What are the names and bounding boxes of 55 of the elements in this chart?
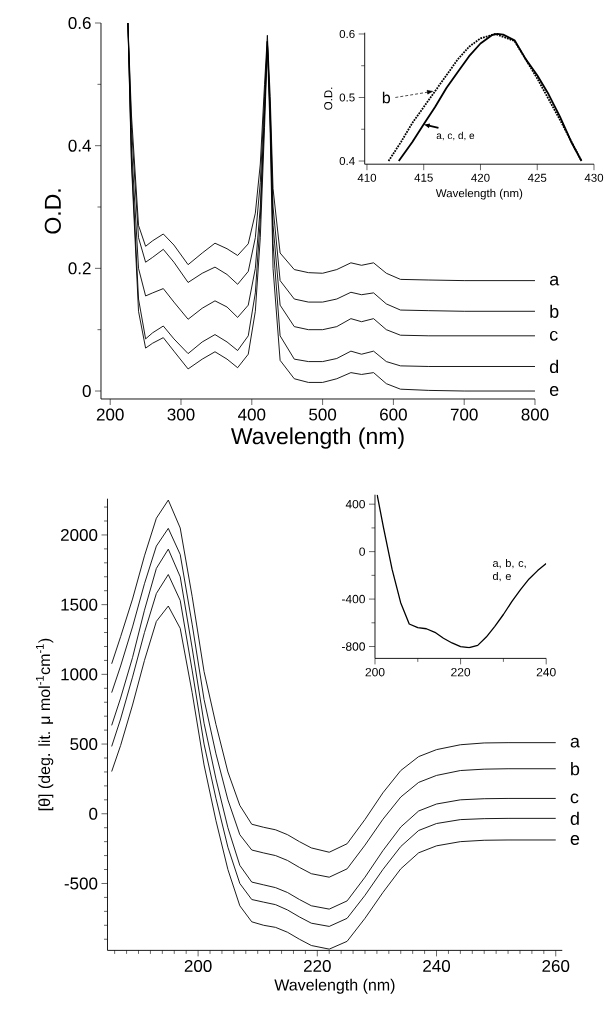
x-tick-label: 200 (365, 667, 385, 677)
x-tick-label: 800 (521, 408, 549, 421)
y-axis-title: O.D. (324, 87, 333, 110)
y-tick-label: 0 (82, 385, 91, 398)
x-tick-label: 500 (309, 408, 337, 421)
y-tick-label: 0.2 (68, 262, 91, 275)
x-axis-title: Wavelength (nm) (230, 427, 404, 449)
series-label: e (549, 386, 559, 396)
x-tick-label: 300 (167, 408, 195, 421)
y-tick-label: 400 (345, 499, 365, 509)
y-tick-label: 1000 (61, 668, 98, 681)
series-label: b (550, 304, 559, 318)
x-tick-label: 415 (414, 173, 433, 182)
x-tick-label: 220 (303, 959, 331, 972)
series-label: a, c, d, e (436, 131, 475, 141)
y-tick-label: 0.6 (339, 29, 355, 39)
x-tick-label: 425 (527, 173, 547, 182)
x-tick-label: 430 (584, 173, 604, 182)
y-tick-label: 0.4 (68, 139, 91, 152)
y-tick-label: -400 (341, 594, 365, 604)
x-tick-label: 700 (450, 408, 478, 421)
x-tick-label: 220 (451, 667, 471, 677)
series-label: a, b, c, d, e (492, 558, 526, 582)
y-axis-title: [θ] (deg. lit. μ mol$^{-1}$cm$^{-1}$) (35, 638, 54, 811)
series-label: a (570, 737, 580, 748)
series-label: d (570, 811, 579, 825)
series-label: b (571, 762, 580, 776)
x-tick-label: 200 (96, 408, 124, 421)
series-label: c (549, 330, 558, 341)
y-tick-label: 0 (359, 547, 365, 556)
y-tick-label: -500 (64, 877, 98, 890)
y-tick-label: 0 (89, 807, 98, 820)
y-tick-label: 2000 (61, 528, 98, 541)
y-tick-label: 500 (70, 738, 98, 751)
y-tick-label: 0.5 (339, 93, 355, 102)
x-tick-label: 200 (184, 959, 212, 972)
x-axis-title: Wavelength (nm) (274, 978, 395, 994)
y-tick-label: 0.4 (339, 156, 355, 166)
x-tick-label: 420 (471, 173, 490, 182)
x-tick-label: 260 (542, 959, 570, 972)
series-label: d (549, 359, 559, 374)
y-tick-label: 1500 (61, 598, 98, 611)
legend-label: b (382, 91, 391, 104)
x-tick-label: 400 (238, 408, 266, 421)
y-tick-label: 0.6 (68, 16, 91, 30)
x-tick-label: 240 (536, 667, 556, 677)
y-axis-title: O.D. (44, 189, 61, 234)
series-label: c (570, 793, 579, 804)
y-tick-label: -800 (341, 642, 365, 651)
series-label: e (570, 835, 580, 845)
x-axis-title: Wavelength (nm) (435, 188, 523, 200)
series-label: a (549, 275, 560, 286)
x-tick-label: 410 (357, 173, 377, 182)
x-tick-label: 240 (423, 959, 451, 972)
x-tick-label: 600 (380, 408, 407, 421)
